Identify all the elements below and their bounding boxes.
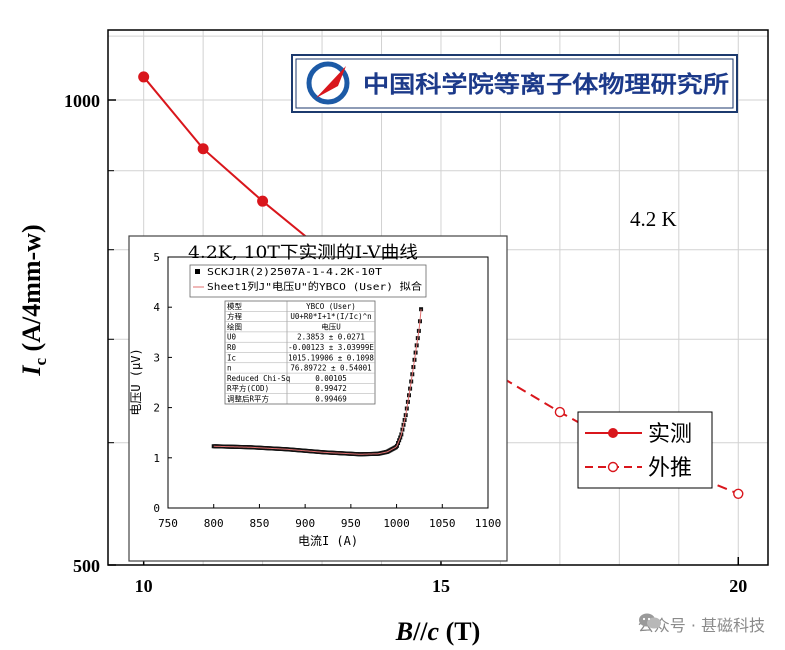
data-point-extrapolated xyxy=(733,488,744,499)
temperature-annotation: 4.2 K xyxy=(630,207,677,231)
fit-table-key: U0 xyxy=(227,333,237,342)
institute-logo-banner: 中国科学院等离子体物理研究所 xyxy=(291,54,738,113)
logo-emblem-flame-icon xyxy=(316,66,346,98)
logo-box xyxy=(291,54,738,113)
fit-table-key: 调整后R平方 xyxy=(227,394,270,404)
fit-table-key: R0 xyxy=(227,343,237,352)
inset-x-tick-label: 1050 xyxy=(429,517,456,530)
fit-table-key: 模型 xyxy=(227,301,242,311)
x-axis-title: B//c (T) xyxy=(395,617,481,646)
fit-table-value: 电压U xyxy=(321,321,341,331)
inset-x-tick-label: 850 xyxy=(249,517,269,530)
legend-marker-measured xyxy=(608,428,618,438)
legend-label-extrapolated: 外推 xyxy=(648,456,692,481)
y-tick-label: 500 xyxy=(73,556,100,576)
logo-inner-border xyxy=(295,58,734,109)
fit-table-value: YBCO (User) xyxy=(306,302,356,311)
inset-x-tick-label: 900 xyxy=(295,517,315,530)
inset-legend-marker-data xyxy=(195,269,200,274)
logo-text: 中国科学院等离子体物理研究所 xyxy=(363,71,729,98)
inset-x-tick-label: 750 xyxy=(158,517,178,530)
inset-y-tick-label: 0 xyxy=(153,502,160,515)
inset-title: 4.2K, 10T下实测的I-V曲线 xyxy=(188,243,418,263)
fit-table-key: Reduced Chi-Sq xyxy=(227,374,290,383)
inset-y-axis-title: 电压U (μV) xyxy=(129,348,143,415)
inset-y-tick-label: 1 xyxy=(153,452,160,465)
x-tick-label: 10 xyxy=(135,576,153,596)
fit-table-value: 1015.19906 ± 0.1098 xyxy=(288,353,374,362)
inset-x-tick-label: 1000 xyxy=(383,517,410,530)
fit-table-value: 0.99469 xyxy=(315,395,347,404)
data-point-measured xyxy=(257,195,269,207)
watermark-text: 公众号 · 甚磁科技 xyxy=(637,616,765,635)
inset-x-axis-title: 电流I (A) xyxy=(298,534,358,548)
data-point-measured xyxy=(138,71,150,83)
fit-table-value: 0.99472 xyxy=(315,384,347,393)
inset-y-tick-label: 3 xyxy=(153,351,160,364)
fit-table-key: n xyxy=(227,364,232,373)
inset-plot-frame xyxy=(167,256,489,509)
fit-table-key: R平方(COD) xyxy=(227,383,269,393)
logo-emblem-icon xyxy=(306,61,350,105)
inset-fit-line xyxy=(213,309,422,455)
inset-y-tick-label: 2 xyxy=(153,402,160,415)
fit-table-value: U0+R0*I+1*(I/Ic)^n xyxy=(290,312,371,321)
x-tick-label: 20 xyxy=(729,576,747,596)
inset-legend-box xyxy=(189,264,427,298)
fit-table-value: 0.00105 xyxy=(315,374,347,383)
watermark: 公众号 · 甚磁科技 xyxy=(638,612,765,636)
legend-box xyxy=(577,411,713,489)
inset-legend-label-fit: Sheet1列J"电压U"的YBCO (User) 拟合 xyxy=(207,280,422,293)
x-tick-label: 15 xyxy=(432,576,450,596)
fit-table-value: -0.00123 ± 3.03999E xyxy=(288,343,374,352)
fit-table: 模型 YBCO (User) 方程 U0+R0*I+1*(I/Ic)^n 绘图 电压U U0… xyxy=(224,300,376,405)
data-point-extrapolated xyxy=(554,406,566,418)
fit-table-value: 76.89722 ± 0.54001 xyxy=(290,364,371,373)
wechat-icon xyxy=(638,613,661,629)
data-point-measured xyxy=(197,143,209,155)
fit-table-key: 绘图 xyxy=(227,321,242,331)
inset-x-tick-label: 1100 xyxy=(475,517,502,530)
legend-marker-extrapolated xyxy=(607,461,619,473)
y-axis-title: Ic (A/4mm-w) xyxy=(17,224,50,376)
inset-y-tick-label: 5 xyxy=(153,251,160,264)
inset-x-tick-label: 800 xyxy=(204,517,224,530)
legend-label-measured: 实测 xyxy=(648,422,692,447)
y-tick-label: 1000 xyxy=(64,91,100,111)
inset-x-tick-label: 950 xyxy=(341,517,361,530)
fit-table-value: 2.3853 ± 0.0271 xyxy=(297,333,365,342)
inset-y-tick-label: 4 xyxy=(153,301,160,314)
fit-table-key: 方程 xyxy=(227,311,242,321)
inset-legend-label-data: SCKJ1R(2)2507A-1-4.2K-10T xyxy=(207,267,382,278)
fit-table-key: Ic xyxy=(227,353,236,362)
plot-frame xyxy=(107,29,769,566)
